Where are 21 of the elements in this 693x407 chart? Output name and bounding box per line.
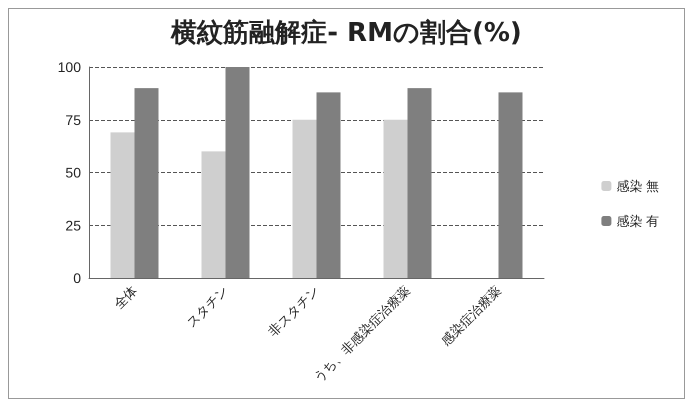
chart-title: 横紋筋融解症- RMの割合(%) (170, 18, 522, 48)
bar (110, 132, 134, 278)
y-tick-label: 25 (65, 217, 82, 234)
bar (316, 92, 340, 278)
legend-label: 感染 有 (616, 214, 660, 228)
bar (292, 120, 316, 278)
x-tick-label: 全体 (110, 282, 140, 312)
bar (202, 151, 226, 278)
bar (408, 88, 432, 278)
bar (384, 120, 408, 278)
x-tick-label: 感染症治療薬 (438, 282, 504, 348)
bar (498, 92, 522, 278)
y-tick-label: 0 (73, 270, 82, 286)
y-tick-label: 100 (58, 59, 82, 75)
bar (134, 88, 158, 278)
x-tick-label: スタチン (183, 282, 231, 330)
x-tick-label: 非スタチン (265, 282, 322, 340)
y-tick-label: 50 (65, 164, 82, 180)
y-tick-label: 75 (65, 112, 82, 128)
legend-label: 感染 無 (616, 178, 660, 194)
bar (226, 67, 250, 278)
